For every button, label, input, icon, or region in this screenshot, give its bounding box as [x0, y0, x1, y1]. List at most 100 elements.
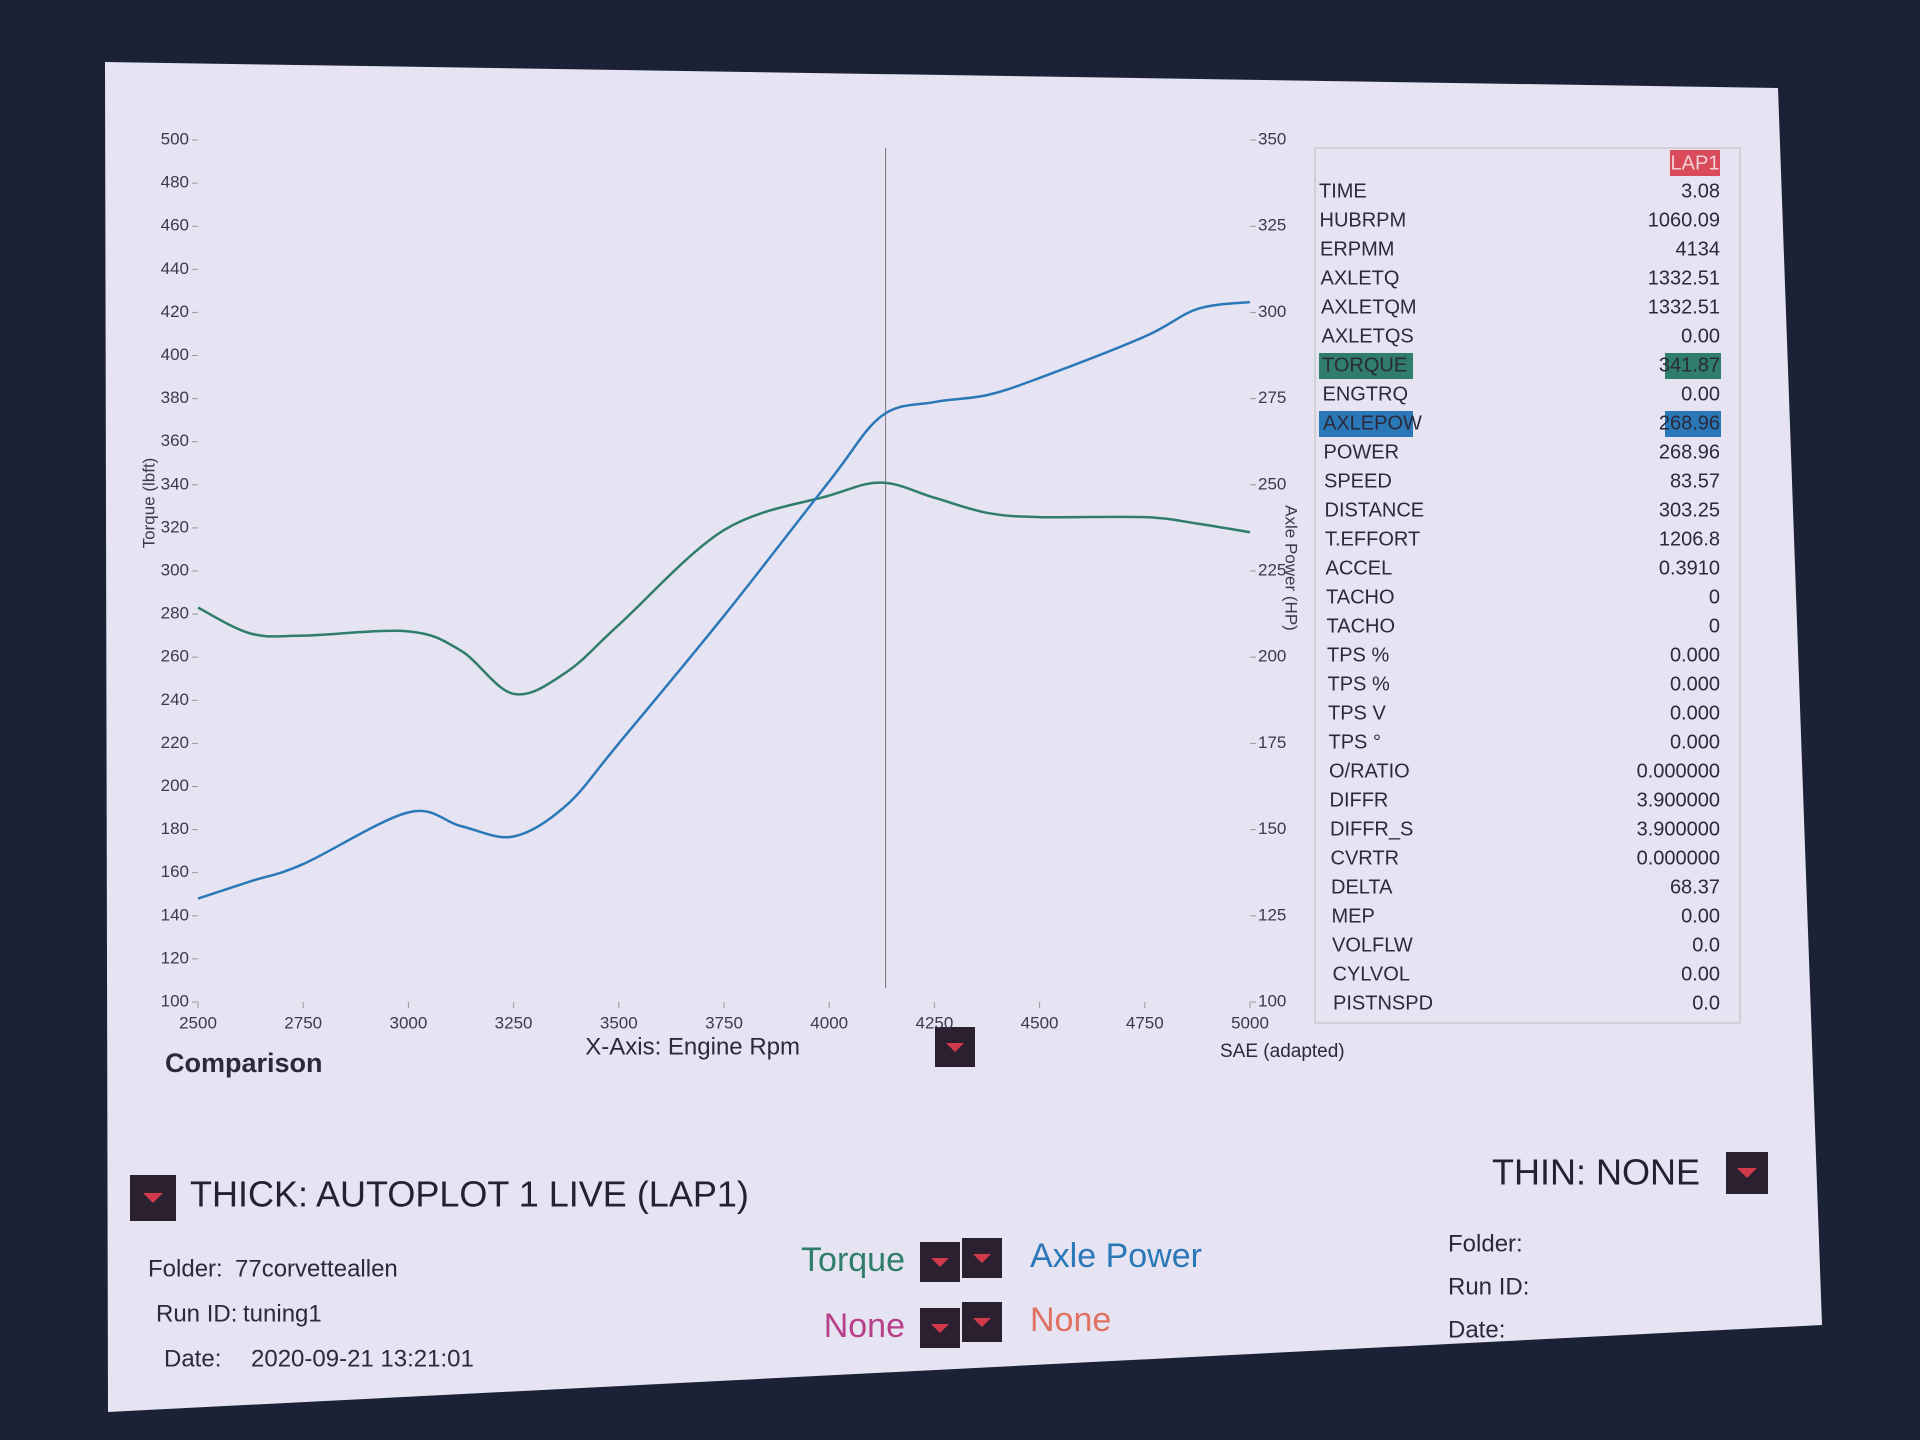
readout-value: 0.00	[1681, 905, 1720, 927]
readout-name: TPS °	[1329, 731, 1381, 753]
x-tick-label: 4000	[810, 1013, 848, 1032]
readout-name: TORQUE	[1322, 354, 1407, 376]
panel-header-box	[1670, 150, 1720, 176]
x-axis-label: X-Axis: Engine Rpm	[585, 1033, 800, 1060]
y2-tick-label: 125	[1258, 905, 1286, 924]
readout-value: 1206.8	[1659, 528, 1720, 550]
thin-title: THIN: NONE	[1492, 1152, 1700, 1193]
readout-name: CVRTR	[1331, 847, 1400, 869]
x-tick-label: 4750	[1126, 1013, 1164, 1032]
y2-tick-label: 225	[1258, 560, 1286, 579]
readout-value: 3.08	[1681, 180, 1720, 202]
readout-name: DIFFR	[1330, 789, 1389, 811]
readout-name: PISTNSPD	[1333, 992, 1433, 1014]
y-axis-label: Torque (lbft)	[139, 458, 158, 549]
readout-value: 0.000	[1670, 673, 1720, 695]
readout-name: TACHO	[1327, 615, 1396, 637]
y-tick-label: 460	[161, 216, 189, 235]
series-line	[197, 300, 1251, 900]
readout-value: 0.000	[1670, 731, 1720, 753]
info-label: Folder:	[1448, 1230, 1523, 1257]
info-value: 77corvetteallen	[235, 1255, 398, 1282]
readout-name: DIFFR_S	[1330, 818, 1413, 840]
readout-value: 0.000000	[1637, 760, 1720, 782]
readout-value: 268.96	[1659, 441, 1720, 463]
selector-label: Axle Power	[1030, 1237, 1202, 1275]
y2-tick-label: 325	[1258, 216, 1286, 235]
readout-name: DELTA	[1331, 876, 1393, 898]
y-tick-label: 140	[161, 905, 189, 924]
x-tick-label: 2750	[284, 1013, 322, 1032]
y-tick-label: 320	[161, 517, 189, 536]
dropdown-arrow	[931, 1258, 949, 1267]
y2-tick-label: 200	[1258, 647, 1286, 666]
readout-name: AXLETQ	[1321, 267, 1400, 289]
standard-label: SAE (adapted)	[1220, 1041, 1345, 1062]
x-tick-label: 4250	[915, 1013, 953, 1032]
info-label: Run ID:	[156, 1300, 237, 1327]
readout-name: VOLFLW	[1332, 934, 1413, 956]
readout-name: CYLVOL	[1333, 963, 1410, 985]
x-tick-label: 3500	[600, 1013, 638, 1032]
readout-value: 341.87	[1659, 354, 1720, 376]
y-tick-label: 260	[161, 647, 189, 666]
readout-name: SPEED	[1324, 470, 1392, 492]
selector-label: None	[824, 1307, 905, 1345]
y-tick-label: 160	[161, 862, 189, 881]
readout-name: TPS %	[1327, 644, 1389, 666]
readout-name: TPS V	[1328, 702, 1386, 724]
readout-value: 0.0	[1692, 934, 1720, 956]
readout-value: 0	[1709, 615, 1720, 637]
y2-tick-label: 275	[1258, 388, 1286, 407]
readout-name: AXLETQM	[1321, 296, 1417, 318]
readout-name: ENGTRQ	[1323, 383, 1409, 405]
readout-name: HUBRPM	[1320, 209, 1407, 231]
y-tick-label: 180	[161, 819, 189, 838]
y-tick-label: 240	[161, 690, 189, 709]
value-highlight	[1665, 353, 1721, 379]
row-highlight	[1319, 353, 1413, 379]
readout-value: 83.57	[1670, 470, 1720, 492]
readout-name: ACCEL	[1326, 557, 1393, 579]
y-tick-label: 100	[161, 991, 189, 1010]
readout-value: 0.00	[1681, 383, 1720, 405]
y-tick-label: 440	[161, 259, 189, 278]
readout-value: 0.000	[1670, 702, 1720, 724]
paper	[105, 62, 1822, 1412]
readout-value: 3.900000	[1637, 789, 1720, 811]
readout-value: 0.3910	[1659, 557, 1720, 579]
y2-tick-label: 100	[1258, 991, 1286, 1010]
thick-title: THICK: AUTOPLOT 1 LIVE (LAP1)	[190, 1174, 749, 1215]
x-tick-label: 3250	[495, 1013, 533, 1032]
x-tick-label: 4500	[1021, 1013, 1059, 1032]
x-tick-label: 3000	[389, 1013, 427, 1032]
dropdown-arrow	[973, 1318, 991, 1327]
info-label: Date:	[164, 1345, 221, 1372]
readout-name: ERPMM	[1320, 238, 1394, 260]
selector-label: Torque	[801, 1241, 905, 1279]
panel-header: LAP1	[1671, 152, 1720, 174]
dropdown-arrow	[946, 1043, 964, 1052]
y-tick-label: 200	[161, 776, 189, 795]
readout-name: TIME	[1319, 180, 1367, 202]
info-label: Date:	[1448, 1316, 1505, 1343]
readout-value: 0.000	[1670, 644, 1720, 666]
value-highlight	[1665, 411, 1721, 437]
dropdown-arrow	[143, 1193, 163, 1203]
dropdown-arrow	[973, 1254, 991, 1263]
readout-name: TPS %	[1328, 673, 1390, 695]
series-line	[197, 481, 1251, 696]
y-tick-label: 300	[161, 560, 189, 579]
readout-panel	[1314, 147, 1741, 1024]
readout-value: 1332.51	[1648, 296, 1720, 318]
x-tick-label: 3750	[705, 1013, 743, 1032]
readout-value: 303.25	[1659, 499, 1720, 521]
y-tick-label: 400	[161, 345, 189, 364]
readout-value: 0.00	[1681, 963, 1720, 985]
readout-value: 268.96	[1659, 412, 1720, 434]
readout-value: 4134	[1676, 238, 1721, 260]
readout-value: 1332.51	[1648, 267, 1720, 289]
readout-value: 68.37	[1670, 876, 1720, 898]
y2-tick-label: 250	[1258, 474, 1286, 493]
